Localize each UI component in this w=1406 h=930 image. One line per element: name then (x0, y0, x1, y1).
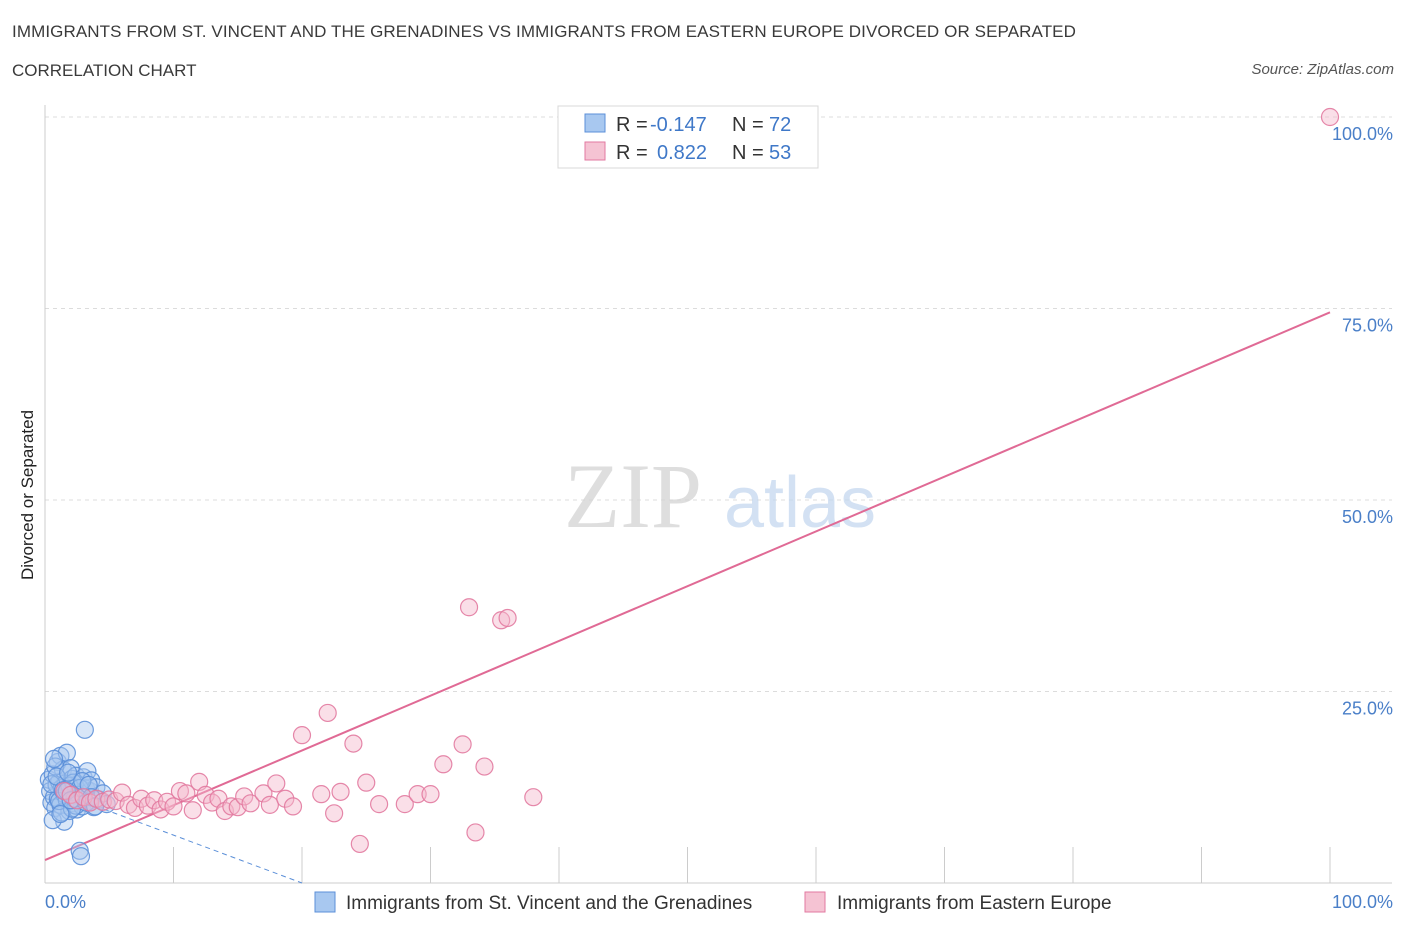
bottom-legend-swatch-series2 (804, 891, 826, 913)
y-axis-label: Divorced or Separated (18, 410, 37, 580)
bottom-legend-label-series1: Immigrants from St. Vincent and the Gren… (346, 893, 752, 914)
point-series2-48 (453, 735, 472, 754)
point-series2-54 (524, 788, 543, 807)
legend-n-value-1: 72 (769, 114, 791, 136)
legend-n-label-1: N = (732, 114, 764, 136)
point-series1-59 (59, 763, 78, 782)
point-series2-46 (421, 785, 440, 804)
point-series2-20 (183, 801, 202, 820)
legend: R = -0.147 N = 72 R = 0.822 N = 53 (557, 105, 819, 169)
point-series2-43 (370, 795, 389, 814)
point-series1-69 (51, 804, 70, 824)
gridlines (45, 116, 1392, 692)
axes (44, 105, 1392, 884)
point-series2-17 (164, 797, 183, 816)
point-series2-32 (267, 774, 286, 793)
data-points (39, 107, 1340, 866)
point-series2-41 (350, 834, 369, 854)
point-series2-36 (312, 785, 331, 804)
legend-swatch-series1 (584, 113, 606, 133)
y-tick-label-2: 75.0% (1342, 316, 1393, 336)
point-series2-51 (475, 757, 494, 776)
point-series1-37 (78, 762, 97, 781)
legend-r-label-1: R = (616, 114, 648, 136)
y-tick-label-1: 50.0% (1342, 507, 1393, 527)
legend-n-label-2: N = (732, 142, 764, 164)
legend-r-label-2: R = (616, 142, 648, 164)
bottom-legend-label-series2: Immigrants from Eastern Europe (837, 893, 1112, 914)
point-series2-30 (254, 784, 273, 803)
point-series2-26 (222, 797, 241, 816)
x-tick-label-1: 100.0% (1332, 892, 1393, 912)
x-tick-label-0: 0.0% (45, 892, 86, 912)
point-series2-53 (498, 608, 517, 628)
point-series2-45 (408, 785, 427, 804)
point-series2-49 (466, 823, 485, 842)
legend-n-value-2: 53 (769, 142, 791, 164)
point-series2-55 (1320, 107, 1340, 127)
y-tick-label-3: 100.0% (1332, 124, 1393, 144)
point-series2-39 (331, 782, 350, 801)
point-series2-33 (276, 789, 295, 808)
point-series2-35 (292, 726, 312, 745)
legend-r-value-1: -0.147 (650, 114, 707, 136)
chart-title: IMMIGRANTS FROM ST. VINCENT AND THE GREN… (12, 22, 1076, 41)
point-series2-37 (318, 703, 337, 723)
point-series2-42 (357, 773, 376, 792)
tick-labels: 25.0% 50.0% 75.0% 100.0% 0.0% 100.0% (45, 124, 1393, 912)
point-series1-31 (71, 847, 91, 866)
point-series2-47 (434, 755, 453, 774)
point-series2-50 (459, 598, 479, 617)
y-tick-label-0: 25.0% (1342, 699, 1393, 719)
point-series2-38 (325, 804, 344, 823)
point-series2-16 (157, 792, 177, 811)
bottom-legend: Immigrants from St. Vincent and the Gren… (314, 891, 1112, 914)
bottom-legend-swatch-series1 (314, 891, 336, 913)
chart-subtitle: CORRELATION CHART (12, 61, 197, 80)
point-series1-35 (75, 720, 94, 739)
legend-swatch-series2 (584, 141, 606, 161)
point-series2-31 (260, 795, 279, 814)
trendline-0 (44, 311, 1331, 861)
point-series2-34 (283, 797, 303, 816)
point-series1-68 (44, 749, 64, 769)
point-series2-28 (235, 787, 254, 806)
legend-r-value-2: 0.822 (657, 142, 707, 164)
watermark-zip: ZIP (564, 445, 702, 547)
point-series2-29 (241, 794, 260, 813)
point-series2-40 (344, 734, 363, 753)
point-series2-19 (177, 784, 196, 803)
watermark-atlas: atlas (724, 463, 876, 543)
point-series2-44 (395, 795, 414, 814)
source-label: Source: ZipAtlas.com (1251, 61, 1394, 78)
